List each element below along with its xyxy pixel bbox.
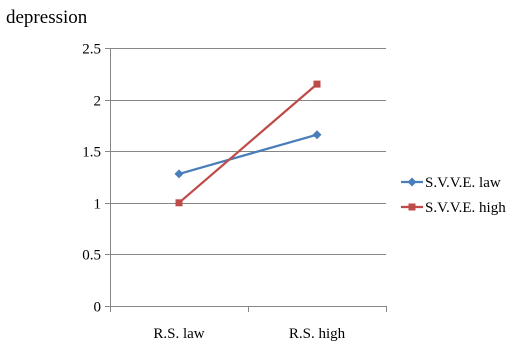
series-line bbox=[178, 133, 318, 175]
series-1 bbox=[174, 130, 322, 179]
legend-item: S.V.V.E. law bbox=[401, 175, 501, 191]
legend-label: S.V.V.E. high bbox=[425, 200, 506, 216]
series-line bbox=[178, 83, 318, 204]
data-point bbox=[312, 130, 322, 140]
legend-item: S.V.V.E. high bbox=[401, 200, 506, 216]
y-tick-label: 0.5 bbox=[82, 248, 101, 264]
legend-marker bbox=[407, 177, 417, 187]
data-point bbox=[313, 80, 321, 88]
data-point bbox=[174, 169, 184, 179]
y-tick-label: 0 bbox=[94, 300, 102, 316]
y-tick-label: 2.5 bbox=[82, 42, 101, 58]
legend-marker bbox=[408, 203, 416, 211]
series-lines bbox=[174, 80, 322, 207]
series-2 bbox=[175, 80, 321, 207]
x-tick-label: R.S. high bbox=[289, 326, 346, 342]
legend: S.V.V.E. law S.V.V.E. high bbox=[401, 175, 506, 216]
data-point bbox=[175, 199, 183, 207]
y-tick-label: 1 bbox=[94, 197, 102, 213]
legend-label: S.V.V.E. law bbox=[425, 175, 501, 191]
x-tick-label: R.S. law bbox=[153, 326, 204, 342]
chart-title: depression bbox=[6, 7, 88, 28]
axes: 0 0.5 1 1.5 2 2.5 R.S. law R.S. high bbox=[82, 42, 387, 342]
y-tick-label: 1.5 bbox=[82, 145, 101, 161]
gridlines bbox=[110, 48, 386, 255]
y-tick-label: 2 bbox=[94, 94, 102, 110]
